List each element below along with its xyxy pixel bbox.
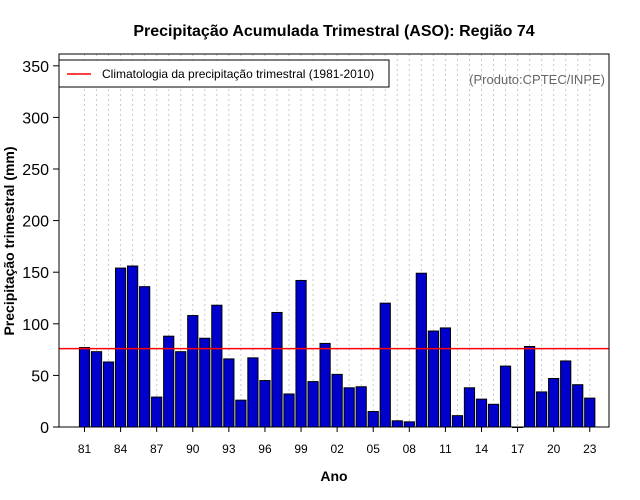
bar-07 xyxy=(391,420,403,428)
bar-18 xyxy=(524,346,536,428)
bar-03 xyxy=(343,387,355,428)
chart-title: Precipitação Acumulada Trimestral (ASO):… xyxy=(133,23,534,40)
xtick-label-08: 08 xyxy=(403,442,417,456)
x-axis: 81 84 87 90 93 96 99 02 05 08 11 14 17 20 23 xyxy=(78,427,597,456)
xtick-label-02: 02 xyxy=(330,442,344,456)
bar-99 xyxy=(295,279,307,428)
bar-12 xyxy=(451,415,464,428)
bar-20 xyxy=(548,377,560,428)
bar-89 xyxy=(175,351,187,428)
bar-92 xyxy=(211,304,223,428)
bar-series xyxy=(78,265,596,428)
xtick-label-20: 20 xyxy=(547,442,561,456)
bar-90 xyxy=(187,315,199,428)
bar-19 xyxy=(536,391,548,428)
xtick-label-90: 90 xyxy=(186,442,200,456)
ytick-label-200: 200 xyxy=(22,214,49,231)
bar-00 xyxy=(307,381,319,428)
bar-93 xyxy=(223,358,235,428)
ytick-label-350: 350 xyxy=(22,59,49,76)
ytick-label-150: 150 xyxy=(22,265,49,282)
ytick-label-50: 50 xyxy=(31,368,49,385)
bar-83 xyxy=(102,361,115,428)
bar-91 xyxy=(199,337,211,428)
bar-11 xyxy=(439,327,451,428)
bar-08 xyxy=(403,421,415,428)
bar-88 xyxy=(163,335,175,428)
legend-label: Climatologia da precipitação trimestral … xyxy=(102,67,374,81)
xtick-label-96: 96 xyxy=(258,442,272,456)
xtick-label-05: 05 xyxy=(367,442,381,456)
bar-95 xyxy=(247,357,259,428)
bar-84 xyxy=(114,267,127,428)
bar-85 xyxy=(127,265,139,428)
ytick-label-250: 250 xyxy=(22,162,49,179)
source-note: (Produto:CPTEC/INPE) xyxy=(469,72,605,87)
y-axis-label: Precipitação trimestral (mm) xyxy=(1,146,17,335)
bar-94 xyxy=(235,399,247,428)
bar-82 xyxy=(90,351,103,428)
bar-23 xyxy=(584,397,596,428)
xtick-label-93: 93 xyxy=(222,442,236,456)
xtick-label-11: 11 xyxy=(439,442,452,456)
bar-14 xyxy=(475,398,488,428)
bar-21 xyxy=(560,360,572,428)
bar-06 xyxy=(379,302,391,428)
xtick-label-87: 87 xyxy=(150,442,164,456)
bar-10 xyxy=(427,330,439,428)
xtick-label-81: 81 xyxy=(78,442,92,456)
bar-15 xyxy=(487,403,500,428)
bar-87 xyxy=(151,396,163,428)
ytick-label-300: 300 xyxy=(22,110,49,127)
bar-86 xyxy=(139,286,151,428)
plot-frame xyxy=(58,53,610,428)
bar-13 xyxy=(463,387,476,428)
xtick-label-17: 17 xyxy=(511,442,525,456)
ytick-label-0: 0 xyxy=(40,420,49,437)
legend-box xyxy=(58,59,390,88)
bar-02 xyxy=(331,373,343,428)
bar-16 xyxy=(499,365,512,428)
xtick-label-23: 23 xyxy=(583,442,597,456)
bar-96 xyxy=(259,380,271,428)
xtick-label-84: 84 xyxy=(114,442,128,456)
legend: Climatologia da precipitação trimestral … xyxy=(58,59,390,88)
bar-01 xyxy=(319,342,331,428)
ytick-label-100: 100 xyxy=(22,317,49,334)
xtick-label-14: 14 xyxy=(475,442,489,456)
bar-98 xyxy=(283,393,295,428)
bar-05 xyxy=(367,411,379,428)
bar-09 xyxy=(415,272,427,428)
gridlines xyxy=(84,54,591,427)
bar-81 xyxy=(78,347,91,428)
bar-04 xyxy=(355,386,367,428)
bar-22 xyxy=(572,384,584,428)
bar-97 xyxy=(271,311,283,428)
xtick-label-99: 99 xyxy=(294,442,308,456)
y-axis: 0 50 100 150 200 250 300 350 xyxy=(22,59,59,437)
x-axis-label: Ano xyxy=(320,468,347,484)
